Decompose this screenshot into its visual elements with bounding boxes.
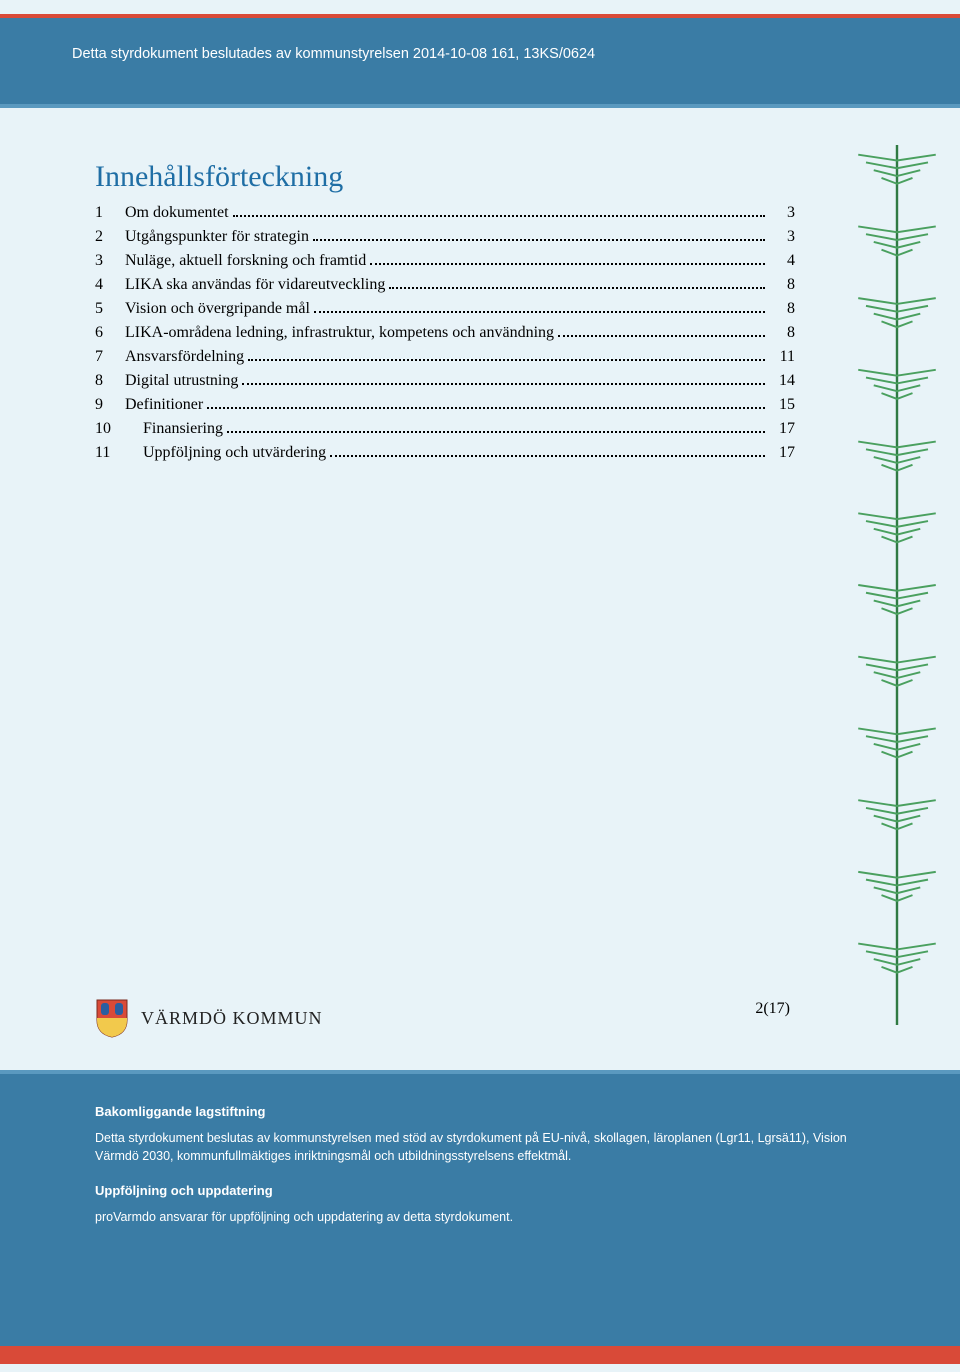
toc-item-page: 8 bbox=[769, 324, 795, 342]
org-name: VÄRMDÖ KOMMUN bbox=[141, 1008, 323, 1029]
content-area: Innehållsförteckning 1Om dokumentet32Utg… bbox=[95, 160, 795, 468]
toc-item-label: Digital utrustning bbox=[125, 372, 238, 390]
toc-leader-dots bbox=[242, 372, 765, 385]
toc-item-page: 3 bbox=[769, 204, 795, 222]
toc-item-number: 8 bbox=[95, 372, 125, 390]
toc-item-page: 3 bbox=[769, 228, 795, 246]
header-text: Detta styrdokument beslutades av kommuns… bbox=[72, 46, 960, 62]
toc-item-number: 6 bbox=[95, 324, 125, 342]
toc-leader-dots bbox=[314, 300, 765, 313]
toc-leader-dots bbox=[558, 324, 765, 337]
toc-item-page: 11 bbox=[769, 348, 795, 366]
toc-row: 1Om dokumentet 3 bbox=[95, 204, 795, 222]
tree-decoration bbox=[852, 145, 942, 1025]
footer-body-1: Detta styrdokument beslutas av kommunsty… bbox=[95, 1129, 865, 1165]
toc-item-label: Vision och övergripande mål bbox=[125, 300, 310, 318]
toc-item-page: 17 bbox=[769, 420, 795, 438]
toc-leader-dots bbox=[248, 348, 765, 361]
toc-item-number: 7 bbox=[95, 348, 125, 366]
toc-leader-dots bbox=[330, 444, 765, 457]
toc-item-label: Om dokumentet bbox=[125, 204, 229, 222]
toc-list: 1Om dokumentet32Utgångspunkter för strat… bbox=[95, 204, 795, 462]
shield-icon bbox=[95, 998, 129, 1038]
toc-row: 6LIKA-områdena ledning, infrastruktur, k… bbox=[95, 324, 795, 342]
toc-item-label: Nuläge, aktuell forskning och framtid bbox=[125, 252, 366, 270]
toc-leader-dots bbox=[207, 396, 765, 409]
footer-body-2: proVarmdo ansvarar för uppföljning och u… bbox=[95, 1208, 865, 1226]
footer-heading-2: Uppföljning och uppdatering bbox=[95, 1183, 960, 1198]
toc-item-label: Definitioner bbox=[125, 396, 203, 414]
toc-item-page: 15 bbox=[769, 396, 795, 414]
toc-item-label: LIKA ska användas för vidareutveckling bbox=[125, 276, 385, 294]
toc-leader-dots bbox=[370, 252, 765, 265]
footer-band: Bakomliggande lagstiftning Detta styrdok… bbox=[0, 1070, 960, 1350]
org-logo: VÄRMDÖ KOMMUN bbox=[95, 998, 323, 1038]
header-band: Detta styrdokument beslutades av kommuns… bbox=[0, 18, 960, 108]
toc-row: 8Digital utrustning 14 bbox=[95, 372, 795, 390]
toc-item-label: Ansvarsfördelning bbox=[125, 348, 244, 366]
toc-item-label: Finansiering bbox=[143, 420, 223, 438]
toc-row: 10 Finansiering 17 bbox=[95, 420, 795, 438]
toc-item-number: 10 bbox=[95, 420, 125, 438]
toc-leader-dots bbox=[233, 204, 765, 217]
toc-leader-dots bbox=[389, 276, 765, 289]
toc-item-page: 17 bbox=[769, 444, 795, 462]
toc-item-number: 1 bbox=[95, 204, 125, 222]
toc-item-number: 5 bbox=[95, 300, 125, 318]
page-number: 2(17) bbox=[755, 1000, 790, 1018]
toc-item-page: 8 bbox=[769, 300, 795, 318]
toc-row: 7Ansvarsfördelning 11 bbox=[95, 348, 795, 366]
toc-item-number: 4 bbox=[95, 276, 125, 294]
toc-leader-dots bbox=[313, 228, 765, 241]
toc-item-number: 2 bbox=[95, 228, 125, 246]
toc-item-number: 3 bbox=[95, 252, 125, 270]
toc-row: 2Utgångspunkter för strategin 3 bbox=[95, 228, 795, 246]
bottom-accent-bar bbox=[0, 1346, 960, 1364]
toc-row: 4LIKA ska användas för vidareutveckling 8 bbox=[95, 276, 795, 294]
toc-item-number: 9 bbox=[95, 396, 125, 414]
toc-item-label: LIKA-områdena ledning, infrastruktur, ko… bbox=[125, 324, 554, 342]
toc-row: 11 Uppföljning och utvärdering 17 bbox=[95, 444, 795, 462]
toc-item-number: 11 bbox=[95, 444, 125, 462]
toc-leader-dots bbox=[227, 420, 765, 433]
toc-row: 5Vision och övergripande mål 8 bbox=[95, 300, 795, 318]
toc-item-page: 4 bbox=[769, 252, 795, 270]
toc-item-label: Utgångspunkter för strategin bbox=[125, 228, 309, 246]
toc-item-page: 14 bbox=[769, 372, 795, 390]
toc-title: Innehållsförteckning bbox=[95, 160, 795, 194]
toc-row: 9Definitioner 15 bbox=[95, 396, 795, 414]
footer-heading-1: Bakomliggande lagstiftning bbox=[95, 1104, 960, 1119]
toc-item-page: 8 bbox=[769, 276, 795, 294]
toc-item-label: Uppföljning och utvärdering bbox=[143, 444, 326, 462]
toc-row: 3Nuläge, aktuell forskning och framtid 4 bbox=[95, 252, 795, 270]
